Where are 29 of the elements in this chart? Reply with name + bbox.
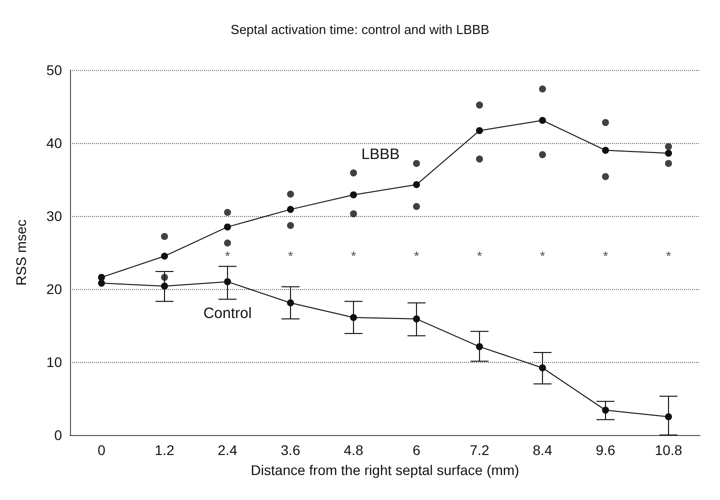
y-tick-label: 30 [46,208,62,224]
y-tick-label: 10 [46,354,62,370]
x-tick-label: 6 [412,442,421,458]
x-axis-title: Distance from the right septal surface (mm) [250,462,520,478]
y-axis-title: RSS msec [13,219,29,286]
x-tick-label: 4.8 [344,442,364,458]
annotation: * [288,248,294,264]
y-tick-label: 20 [46,281,62,297]
x-tick-label: 7.2 [470,442,490,458]
x-tick-label: 2.4 [218,442,238,458]
x-tick-label: 10.8 [654,442,682,458]
y-tick-label: 50 [46,62,62,78]
annotation: * [666,248,672,264]
chart-title: Septal activation time: control and with LBBB [230,22,490,37]
x-tick-label: 9.6 [596,442,616,458]
series-label: Control [203,305,252,322]
annotation: * [414,248,420,264]
annotation: * [224,248,230,264]
x-tick-label: 8.4 [532,442,552,458]
annotation: * [350,248,356,264]
x-tick-label: 0 [98,442,106,458]
x-tick-label: 1.2 [154,442,174,458]
y-tick-label: 40 [46,135,62,151]
x-tick-label: 3.6 [280,442,300,458]
annotation: * [602,248,608,264]
annotation: * [476,248,482,264]
y-tick-label: 0 [54,427,62,443]
series-label: LBBB [361,146,400,164]
annotation: * [540,248,546,264]
